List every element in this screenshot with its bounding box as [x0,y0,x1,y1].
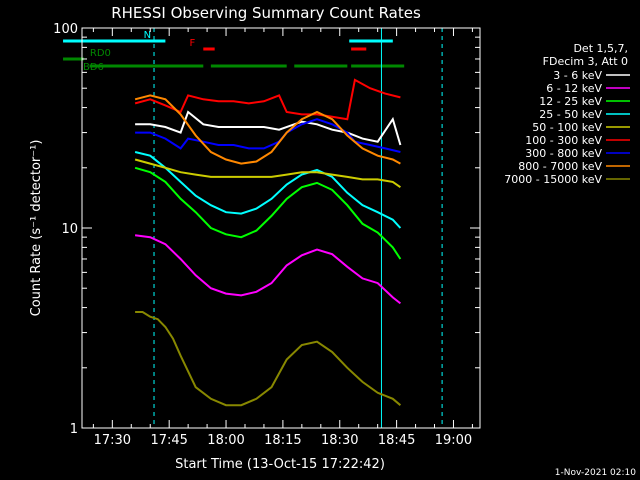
series-line-4 [134,158,401,189]
flag-label-n: N [144,30,151,41]
y-tick-label: 100 [53,22,78,37]
legend-header-line: FDecim 3, Att 0 [543,55,628,68]
flag-label-rd0: RD0 [90,48,111,59]
x-tick-label: 17:45 [150,433,187,448]
flag-label-f: F [190,38,196,49]
x-tick-label: 18:00 [207,433,244,448]
annotation-layer: N F RD0 BD6 [63,28,443,428]
legend-entry-label: 3 - 6 keV [553,69,602,82]
legend-entry-label: 300 - 800 keV [525,147,602,160]
legend-entry-label: 50 - 100 keV [532,121,602,134]
legend-entry-label: 800 - 7000 keV [518,160,602,173]
legend-entry-label: 12 - 25 keV [539,95,602,108]
x-axis-label: Start Time (13-Oct-15 17:22:42) [175,457,385,472]
x-tick-label: 19:00 [435,433,472,448]
y-tick-label: 1 [70,422,78,437]
flag-label-bd6: BD6 [83,62,104,73]
axes: 17:30 17:45 18:00 18:15 18:30 18:45 19:00 1 10 10… [53,22,481,448]
series-line-2 [134,166,402,260]
series-line-3 [134,151,402,229]
x-tick-label: 18:30 [321,433,358,448]
legend-entry-label: 6 - 12 keV [546,82,602,95]
series-line-7 [134,94,401,165]
legend-entry-label: 7000 - 15000 keV [504,173,602,186]
y-tick-label: 10 [61,222,78,237]
legend-entry-label: 100 - 300 keV [525,134,602,147]
legend-header-line: Det 1,5,7, [573,42,628,55]
x-tick-label: 17:30 [94,433,131,448]
series-line-0 [135,110,402,146]
legend-entry-label: 25 - 50 keV [539,108,602,121]
series-line-8 [135,311,402,407]
chart-title: RHESSI Observing Summary Count Rates [111,4,421,22]
footer-date: 1-Nov-2021 02:10 [555,468,637,478]
series-layer [134,78,402,407]
x-tick-label: 18:15 [264,433,301,448]
series-line-5 [134,78,401,121]
series-line-1 [134,234,402,305]
x-tick-label: 18:45 [378,433,415,448]
y-axis-label: Count Rate (s⁻¹ detector⁻¹) [29,140,44,317]
